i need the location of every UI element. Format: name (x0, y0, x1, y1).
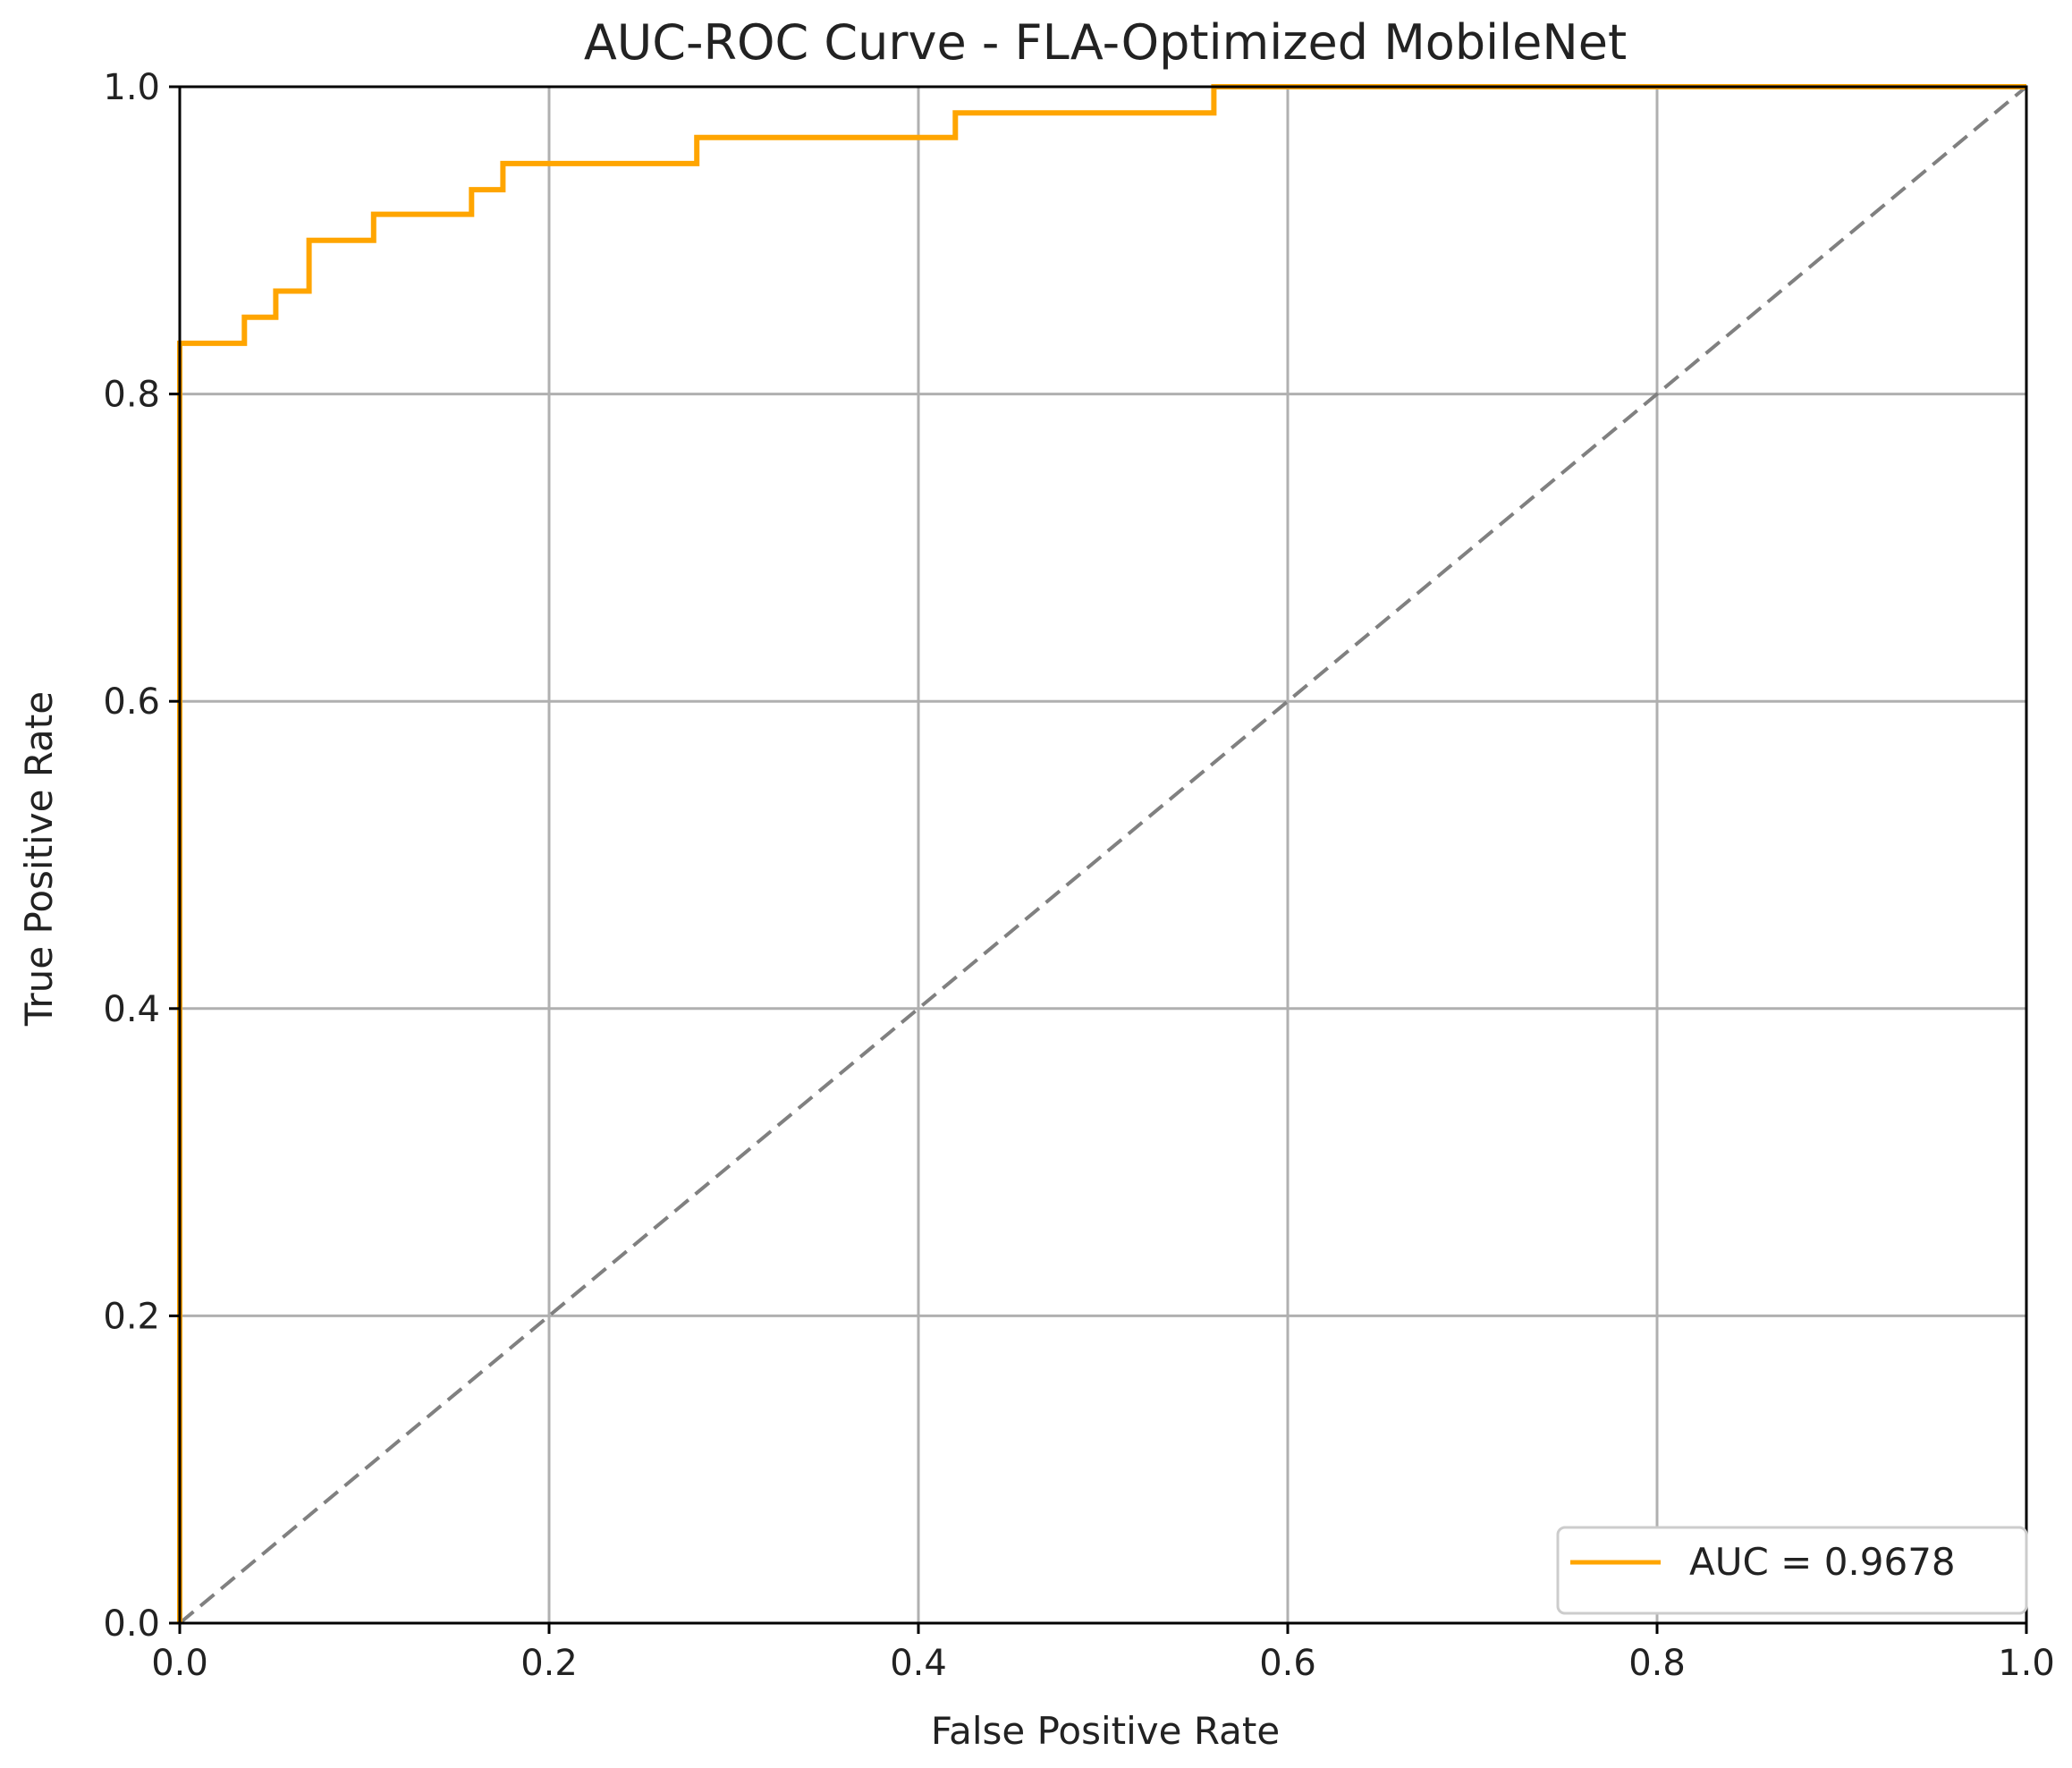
y-axis-label: True Positive Rate (17, 691, 61, 1027)
series-layer (177, 84, 2028, 1625)
roc-curve-line (177, 84, 2026, 1623)
y-tick-label: 0.0 (103, 1603, 160, 1645)
y-tick-label: 0.2 (103, 1296, 160, 1337)
chart-title: AUC-ROC Curve - FLA-Optimized MobileNet (584, 14, 1627, 71)
x-tick-label: 0.4 (890, 1643, 947, 1684)
legend-label-auc: AUC = 0.9678 (1689, 1540, 1956, 1584)
x-tick-label: 0.0 (151, 1643, 208, 1684)
legend: AUC = 0.9678 (1556, 1526, 2028, 1615)
y-tick-label: 0.4 (103, 989, 160, 1030)
y-tick-label: 1.0 (103, 67, 160, 108)
diagonal-reference-line (178, 85, 2028, 1625)
x-tick-label: 0.6 (1259, 1643, 1316, 1684)
legend-box (1556, 1526, 2028, 1615)
y-tick-label: 0.8 (103, 375, 160, 416)
x-tick-label: 1.0 (1998, 1643, 2055, 1684)
y-tick-label: 0.6 (103, 681, 160, 723)
x-axis-label: False Positive Rate (931, 1709, 1280, 1753)
plot-frame (178, 85, 2028, 1625)
x-tick-label: 0.8 (1628, 1643, 1686, 1684)
x-tick-label: 0.2 (520, 1643, 578, 1684)
grid (178, 85, 2028, 1625)
ticks: 0.0 0.2 0.4 0.6 0.8 1.0 0.0 0.2 0.4 0.6 0.8 1.0 (103, 67, 2054, 1684)
